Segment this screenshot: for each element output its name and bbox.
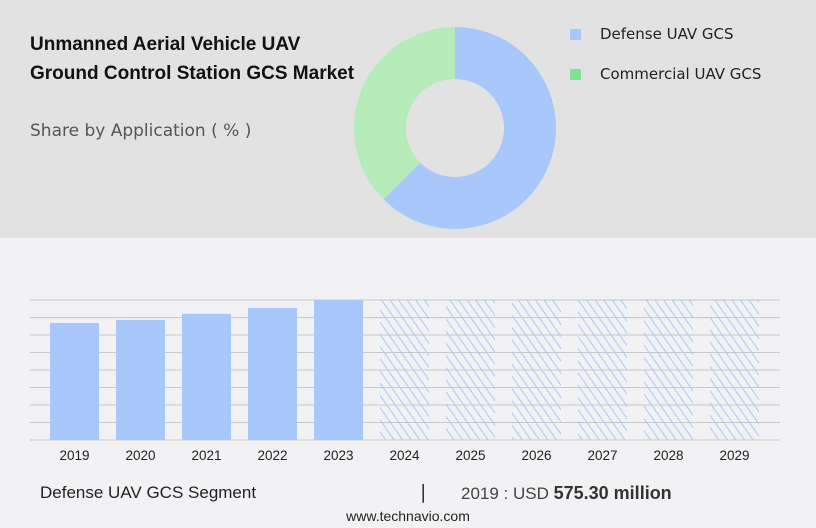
legend-swatch [570, 68, 581, 80]
bar-forecast-2027 [578, 300, 627, 440]
bar-2022 [248, 307, 297, 440]
bar-chart: 2019 2020 2021 2022 2023 2024 2025 2026 2027 2028… [30, 299, 780, 463]
legend-label: Commercial UAV GCS [600, 65, 762, 83]
x-tick-label: 2026 [521, 448, 551, 463]
x-tick-label: 2024 [389, 448, 420, 463]
x-tick-label: 2021 [191, 448, 221, 463]
x-tick-label: 2029 [719, 448, 749, 463]
donut-slice-commercial-uav-gcs [353, 27, 455, 200]
bar-2023 [314, 300, 363, 440]
chart-subtitle: Share by Application ( % ) [30, 121, 252, 141]
segment-label: Defense UAV GCS Segment [40, 483, 257, 502]
legend-swatch [570, 28, 581, 40]
x-tick-label: 2027 [587, 448, 617, 463]
chart-title: Unmanned Aerial Vehicle UAV Ground Contr… [30, 34, 355, 84]
segment-value: 2019 : USD 575.30 million [461, 483, 672, 504]
legend-label: Defense UAV GCS [600, 25, 734, 43]
x-tick-label: 2023 [323, 448, 353, 463]
bar-forecast-2025 [446, 300, 495, 440]
value-amount: 575.30 million [553, 483, 672, 503]
x-tick-label: 2028 [653, 448, 683, 463]
bar-2019 [50, 322, 99, 440]
legend-item-defense: Defense UAV GCS [570, 14, 761, 54]
x-tick-label: 2025 [455, 448, 485, 463]
donut-slice-defense-uav-gcs [383, 27, 556, 229]
bar-2020 [116, 319, 165, 440]
x-tick-label: 2020 [125, 448, 155, 463]
legend-item-commercial: Commercial UAV GCS [570, 54, 761, 94]
bar-forecast-2029 [710, 300, 759, 440]
x-tick-label: 2019 [59, 448, 89, 463]
legend: Defense UAV GCS Commercial UAV GCS [570, 14, 761, 94]
website-link[interactable]: www.technavio.com [346, 508, 470, 524]
bar-forecast-2026 [512, 300, 561, 440]
donut-chart [353, 27, 556, 229]
separator: | [420, 481, 427, 503]
bar-2021 [182, 313, 231, 440]
bar-forecast-2024 [380, 300, 429, 440]
x-tick-label: 2022 [257, 448, 287, 463]
bar-forecast-2028 [644, 300, 693, 440]
value-prefix: 2019 : USD [461, 484, 549, 503]
